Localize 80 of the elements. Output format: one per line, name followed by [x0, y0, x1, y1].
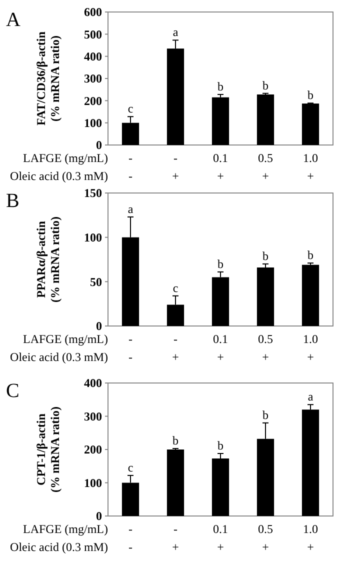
y-tick-label: 200 [84, 442, 102, 457]
y-tick-label: 150 [84, 186, 102, 200]
text: + [262, 169, 270, 183]
data-label: b [218, 79, 224, 94]
text: + [217, 350, 224, 364]
y-tick-label: 200 [84, 94, 102, 108]
x-tick-label: 1.0 [303, 332, 318, 346]
data-label: b [308, 88, 314, 102]
x-tick-label: 0.1 [213, 522, 228, 536]
text: - [128, 169, 132, 183]
text: - [128, 350, 132, 364]
x-tick-label: - [174, 522, 178, 536]
bar [302, 264, 320, 326]
text: + [172, 540, 180, 554]
bar [256, 94, 274, 145]
chart-title: C [6, 380, 20, 402]
text: Oleic acid (0.3 mM) [10, 169, 108, 183]
y-axis-title: FAT/CD36/β-actin (% mRNA ratio) [34, 31, 62, 126]
data-label: c [172, 280, 178, 295]
text: + [172, 169, 180, 183]
data-label: b [308, 248, 314, 262]
x-tick-label: 1.0 [303, 522, 318, 536]
data-label: b [262, 248, 268, 263]
y-tick-label: 400 [84, 50, 102, 64]
x-axis-title: LAFGE (mg/mL) [23, 151, 108, 165]
text: + [262, 540, 270, 554]
x-tick-label: - [128, 522, 132, 536]
x-tick-label: 1.0 [303, 151, 318, 165]
x-tick-label: - [128, 151, 132, 165]
bar [166, 450, 184, 516]
text: + [262, 350, 270, 364]
y-axis-title: PPARα/β-actin (% mRNA ratio) [34, 216, 62, 302]
text: Oleic acid (0.3 mM) [10, 350, 108, 364]
y-tick-label: 400 [84, 376, 102, 390]
x-axis-title: LAFGE (mg/mL) [23, 522, 108, 536]
bar [256, 267, 274, 326]
text: + [172, 350, 180, 364]
chart-title: B [6, 190, 20, 212]
data-label: b [262, 78, 268, 92]
data-label: a [308, 390, 314, 404]
y-tick-label: 500 [84, 27, 102, 42]
data-label: a [128, 202, 134, 216]
x-tick-label: 0.1 [213, 332, 228, 346]
x-tick-label: - [174, 151, 178, 165]
data-label: b [262, 408, 268, 422]
text: Oleic acid (0.3 mM) [10, 540, 108, 554]
bar [302, 104, 320, 145]
y-tick-label: 0 [96, 509, 102, 524]
text: + [307, 169, 314, 183]
data-label: c [128, 460, 134, 474]
y-tick-label: 600 [84, 5, 102, 20]
y-tick-label: 50 [90, 274, 102, 289]
text: - [128, 540, 132, 554]
bar [212, 97, 230, 145]
x-tick-label: 0.5 [258, 332, 273, 346]
x-tick-label: 0.1 [213, 151, 228, 165]
y-tick-label: 300 [84, 409, 102, 424]
data-label: c [128, 102, 134, 116]
bar [212, 458, 230, 516]
x-axis-title: LAFGE (mg/mL) [23, 332, 108, 346]
data-label: b [218, 256, 224, 271]
y-tick-label: 0 [96, 319, 102, 334]
data-label: b [172, 434, 178, 448]
y-tick-label: 100 [84, 476, 102, 490]
text: + [307, 540, 314, 554]
text: + [217, 540, 224, 554]
text: + [307, 350, 314, 364]
data-label: a [172, 25, 179, 40]
chart-title: A [6, 9, 21, 31]
x-tick-label: 0.5 [258, 151, 273, 165]
y-tick-label: 100 [84, 116, 102, 130]
data-label: b [218, 438, 224, 452]
y-tick-label: 0 [96, 138, 102, 152]
y-tick-label: 300 [84, 72, 102, 86]
x-tick-label: - [174, 332, 178, 346]
y-tick-label: 100 [84, 230, 102, 245]
x-tick-label: - [128, 332, 132, 346]
y-axis-title: CPT-1/β-actin (% mRNA ratio) [34, 406, 62, 492]
text: + [217, 169, 224, 183]
x-tick-label: 0.5 [258, 522, 273, 536]
